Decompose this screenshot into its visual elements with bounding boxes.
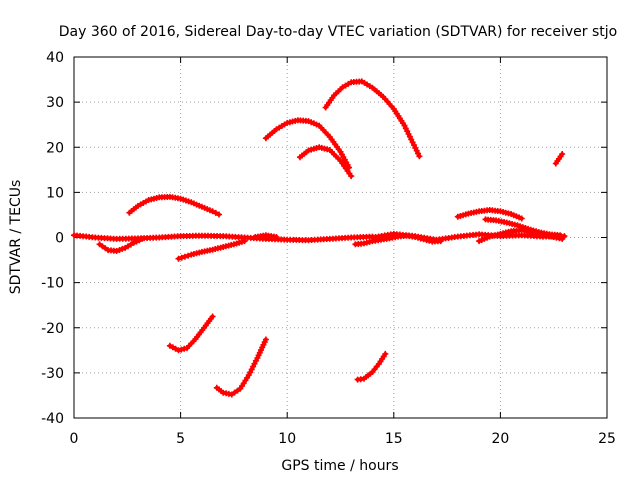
y-tick-label: -30	[41, 366, 64, 382]
data-point	[216, 211, 222, 218]
data-point	[181, 253, 188, 260]
y-tick-label: -20	[41, 321, 64, 337]
series-arc-9	[126, 193, 222, 218]
series-arc-26	[262, 117, 352, 171]
y-tick-label: -40	[41, 411, 64, 427]
y-tick-label: 20	[46, 140, 64, 156]
y-tick-label: 40	[46, 50, 64, 66]
data-point	[416, 153, 423, 160]
series-neg-31	[354, 350, 389, 383]
data-point	[348, 173, 355, 180]
series-arc-35	[322, 78, 423, 160]
data-point	[273, 234, 280, 240]
series-arc-right-low	[454, 207, 525, 222]
axis-ticks	[73, 56, 608, 419]
data-point	[113, 248, 120, 254]
data-point	[209, 208, 216, 215]
chart-title: Day 360 of 2016, Sidereal Day-to-day VTE…	[59, 24, 617, 40]
data-point	[212, 209, 219, 216]
data-point	[209, 313, 216, 320]
series-line	[355, 351, 388, 382]
series-hump-mid	[252, 232, 280, 240]
data-point	[437, 238, 444, 245]
y-axis-label: SDTVAR / TECUs	[8, 180, 24, 295]
x-tick-label: 15	[385, 431, 403, 447]
series-arc-right-desc	[482, 216, 564, 239]
data-point	[139, 235, 146, 242]
data-point	[178, 254, 185, 261]
data-point	[241, 238, 248, 245]
x-axis-label: GPS time / hours	[281, 458, 398, 474]
data-point	[518, 215, 525, 222]
x-tick-label: 0	[70, 431, 79, 447]
data-point	[178, 346, 185, 353]
series-layer	[71, 78, 568, 398]
series-dip-late	[352, 232, 444, 248]
y-tick-label: 10	[46, 185, 64, 201]
x-tick-label: 5	[176, 431, 185, 447]
y-tick-label: 30	[46, 95, 64, 111]
data-point	[559, 151, 566, 157]
data-point	[185, 252, 192, 259]
y-tick-label: 0	[55, 231, 64, 247]
x-tick-label: 25	[598, 431, 616, 447]
data-point	[175, 255, 182, 262]
x-tick-labels: 0 5 10 15 20 25	[70, 431, 616, 447]
series-neg-34	[213, 336, 269, 398]
series-line	[323, 79, 422, 159]
data-point	[559, 235, 566, 242]
series-dip-mid	[175, 238, 248, 262]
data-point	[557, 232, 564, 239]
series-seg-right-top	[552, 151, 566, 167]
x-tick-label: 10	[278, 431, 296, 447]
data-point	[119, 245, 126, 252]
series-neg-24	[166, 313, 216, 354]
x-tick-label: 20	[491, 431, 509, 447]
y-tick-labels: -40 -30 -20 -10 0 10 20 30 40	[41, 50, 64, 427]
series-arc-20	[297, 144, 355, 180]
series-dip-early	[96, 235, 146, 254]
data-point	[382, 350, 389, 357]
series-baseline-a	[71, 232, 376, 244]
data-point	[262, 336, 269, 343]
y-tick-label: -10	[41, 276, 64, 292]
